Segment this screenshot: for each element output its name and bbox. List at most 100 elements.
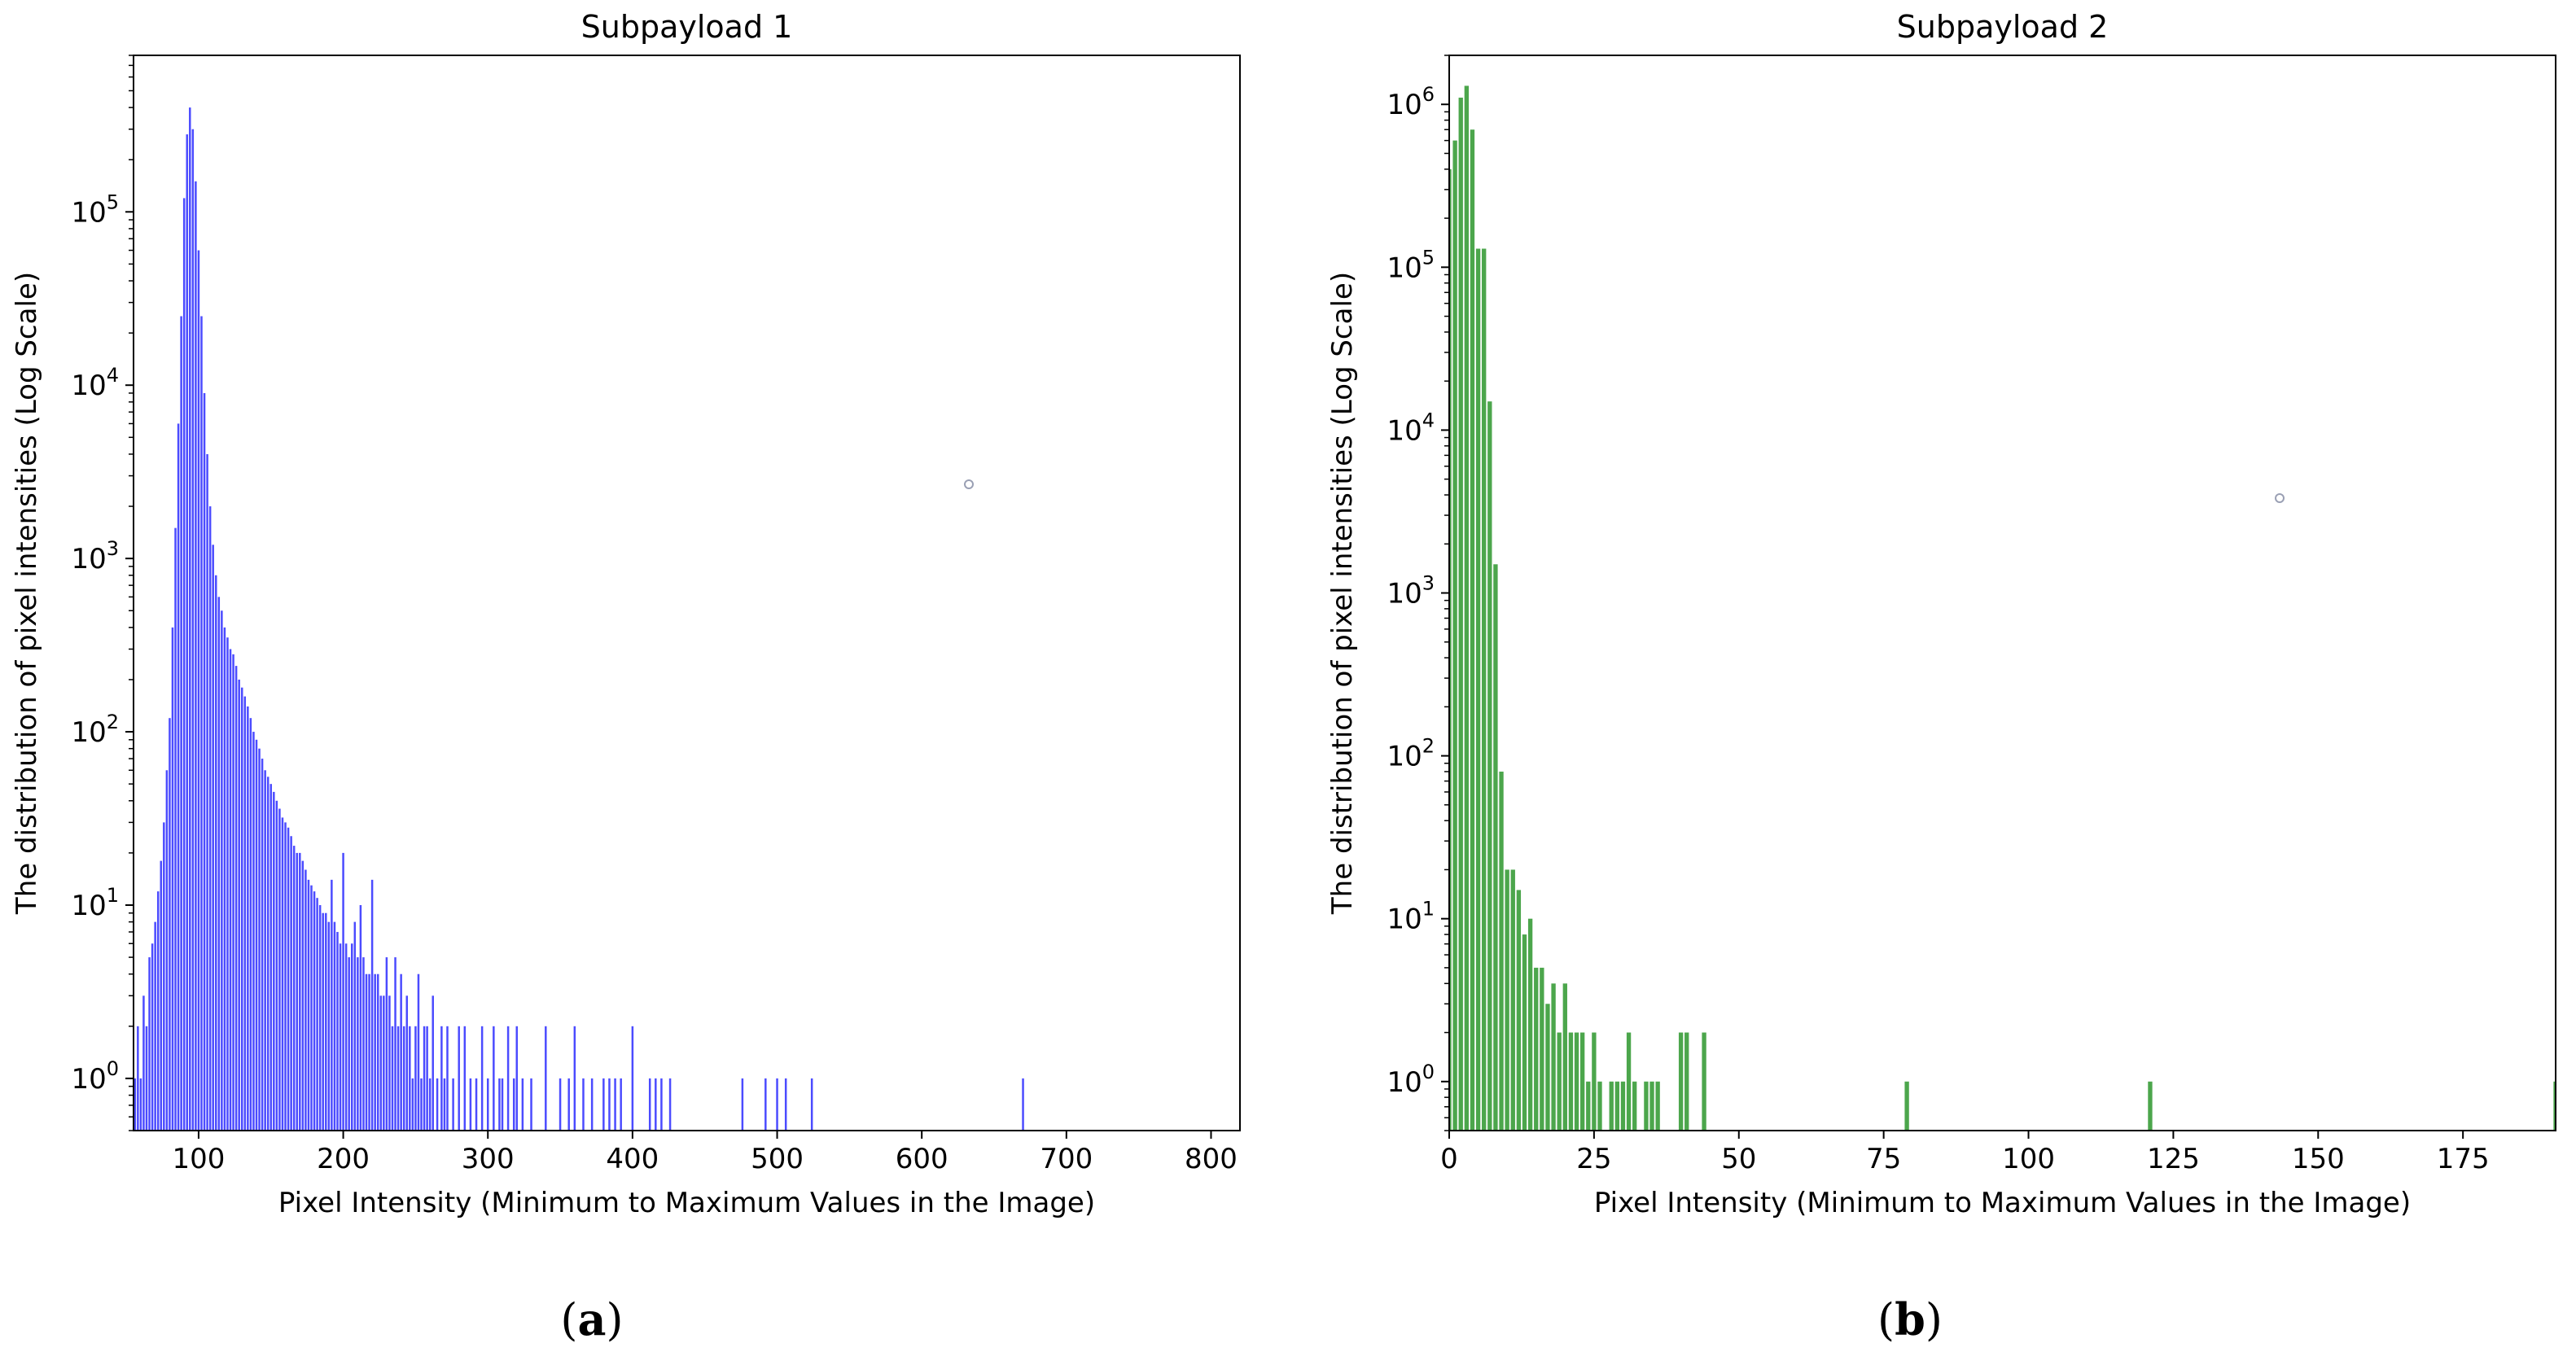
cursor-marker xyxy=(964,479,974,489)
bar xyxy=(1464,85,1470,1131)
y-tick-label: 105 xyxy=(71,190,119,229)
bar xyxy=(249,718,252,1131)
y-tick-label: 102 xyxy=(1387,735,1435,773)
x-tick-label: 300 xyxy=(462,1143,515,1175)
bar xyxy=(417,973,420,1131)
bar xyxy=(391,1026,394,1131)
bar-series xyxy=(1449,85,2556,1131)
y-tick-base: 10 xyxy=(71,543,106,575)
bar xyxy=(396,1026,400,1131)
bar xyxy=(156,891,160,1131)
bar xyxy=(301,860,304,1131)
bar xyxy=(1499,771,1504,1131)
y-tick-exponent: 3 xyxy=(1422,572,1435,595)
bar xyxy=(515,1026,519,1131)
y-tick-base: 10 xyxy=(1387,89,1422,121)
bar xyxy=(264,770,266,1131)
bar xyxy=(469,1078,472,1131)
bar xyxy=(506,1026,510,1131)
bar xyxy=(400,973,402,1131)
y-tick-exponent: 6 xyxy=(1422,83,1435,106)
bar xyxy=(171,627,174,1131)
y-tick-label: 106 xyxy=(1387,83,1435,121)
bar xyxy=(1684,1032,1689,1131)
bar xyxy=(573,1026,576,1131)
bar xyxy=(388,995,391,1131)
bar xyxy=(137,1026,139,1131)
bar xyxy=(331,879,333,1131)
caption-open-paren: ( xyxy=(560,1294,577,1345)
bar xyxy=(1510,869,1515,1131)
bar xyxy=(281,817,284,1131)
bar xyxy=(238,679,240,1131)
bar xyxy=(631,1026,634,1131)
bar xyxy=(1551,983,1556,1131)
y-axis-label: The distribution of pixel intensities (L… xyxy=(11,272,43,915)
y-tick-base: 10 xyxy=(1387,578,1422,610)
bar xyxy=(284,822,287,1131)
bar xyxy=(1475,248,1481,1131)
bar xyxy=(1545,1004,1550,1131)
bar xyxy=(498,1078,501,1131)
bar xyxy=(545,1026,547,1131)
bar xyxy=(776,1078,778,1131)
bar xyxy=(1609,1081,1614,1131)
y-tick-exponent: 0 xyxy=(1422,1061,1435,1083)
bar xyxy=(221,610,223,1131)
x-axis-label: Pixel Intensity (Minimum to Maximum Valu… xyxy=(278,1187,1095,1219)
y-tick-base: 10 xyxy=(71,196,106,229)
bar xyxy=(436,1078,439,1131)
bar xyxy=(145,1026,148,1131)
bar xyxy=(296,852,298,1131)
chart-title: Subpayload 1 xyxy=(581,9,793,45)
bar xyxy=(1597,1081,1602,1131)
bar xyxy=(1482,248,1487,1131)
bar xyxy=(420,1078,423,1131)
plot-frame xyxy=(133,55,1241,1131)
x-tick-label: 0 xyxy=(1440,1143,1458,1175)
bar xyxy=(182,198,186,1131)
y-tick-base: 10 xyxy=(71,890,106,922)
y-tick-exponent: 1 xyxy=(107,884,119,907)
bar xyxy=(608,1078,611,1131)
bar xyxy=(318,904,322,1131)
panel-caption: (a) xyxy=(560,1293,623,1345)
bar xyxy=(1614,1081,1620,1131)
y-tick-label: 103 xyxy=(1387,572,1435,610)
bar xyxy=(325,912,327,1131)
plot-frame xyxy=(1448,55,2556,1131)
bar xyxy=(559,1078,562,1131)
bar xyxy=(278,808,281,1131)
y-tick-base: 10 xyxy=(1387,252,1422,284)
x-axis-label: Pixel Intensity (Minimum to Maximum Valu… xyxy=(1594,1187,2411,1219)
bar xyxy=(1540,967,1544,1131)
chart-title: Subpayload 2 xyxy=(1897,9,2109,45)
bar xyxy=(333,921,336,1131)
bar xyxy=(165,770,169,1131)
bar xyxy=(1522,934,1527,1131)
bar xyxy=(620,1078,622,1131)
bar xyxy=(480,1026,484,1131)
bar xyxy=(322,912,324,1131)
bar xyxy=(339,943,342,1131)
bar xyxy=(1562,983,1567,1131)
bar xyxy=(160,860,162,1131)
bar xyxy=(148,957,151,1131)
bar xyxy=(163,822,165,1131)
bar xyxy=(247,706,249,1131)
bar xyxy=(1516,890,1522,1131)
y-tick-base: 10 xyxy=(1387,903,1422,936)
bar xyxy=(191,129,195,1131)
bar xyxy=(1644,1081,1649,1131)
bar xyxy=(1626,1032,1632,1131)
bar xyxy=(440,1026,443,1131)
bar xyxy=(186,134,188,1131)
y-tick-exponent: 5 xyxy=(107,190,119,213)
bar xyxy=(428,1078,432,1131)
bar xyxy=(475,1078,478,1131)
y-tick-label: 101 xyxy=(1387,898,1435,936)
y-tick-base: 10 xyxy=(1387,741,1422,773)
bar xyxy=(426,1026,428,1131)
x-tick-label: 400 xyxy=(606,1143,659,1175)
caption-open-paren: ( xyxy=(1877,1294,1895,1345)
